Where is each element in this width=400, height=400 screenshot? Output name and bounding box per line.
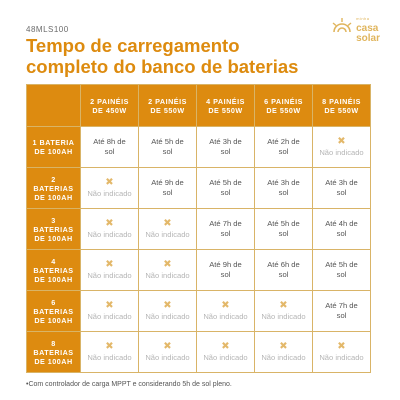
table-cell: Até 2h de sol (254, 126, 313, 168)
brand-wordmark: minha casa solar (356, 8, 380, 44)
not-indicated-label: Não indicado (87, 188, 132, 198)
table-cell: ✖ Não indicado (138, 290, 197, 332)
row-header: 4 BATERIAS DE 100AH (26, 249, 81, 291)
table-cell: ✖ Não indicado (138, 208, 197, 250)
table-cell: ✖ Não indicado (312, 331, 371, 373)
row-header: 8 BATERIAS DE 100AH (26, 331, 81, 373)
row-header: 2 BATERIAS DE 100AH (26, 167, 81, 209)
row-header: 3 BATERIAS DE 100AH (26, 208, 81, 250)
table-cell: ✖ Não indicado (312, 126, 371, 168)
table-cell: Até 4h de sol (312, 208, 371, 250)
row-header: 1 BATERIA DE 100AH (26, 126, 81, 168)
title-line-1: Tempo de carregamento (26, 35, 240, 56)
not-indicated-label: Não indicado (261, 352, 306, 362)
x-mark-icon: ✖ (163, 299, 172, 311)
table-row: 8 BATERIAS DE 100AH ✖ Não indicado ✖ Não indic… (26, 331, 371, 373)
table-row: 4 BATERIAS DE 100AH ✖ Não indicado ✖ Não indic… (26, 249, 371, 291)
x-mark-icon: ✖ (105, 299, 114, 311)
brand-small: minha (356, 16, 370, 21)
table-cell: Até 7h de sol (312, 290, 371, 332)
x-mark-icon: ✖ (337, 135, 346, 147)
not-indicated-label: Não indicado (203, 311, 248, 321)
table-cell: ✖ Não indicado (80, 290, 139, 332)
column-header: 2 PAINÉIS DE 550W (138, 84, 197, 127)
not-indicated-label: Não indicado (87, 311, 132, 321)
model-code: 48MLS100 (26, 25, 69, 34)
footnote: •Com controlador de carga MPPT e conside… (26, 381, 232, 388)
not-indicated-label: Não indicado (145, 270, 190, 280)
table-cell: ✖ Não indicado (80, 249, 139, 291)
page-title: Tempo de carregamento completo do banco … (26, 35, 386, 78)
x-mark-icon: ✖ (163, 340, 172, 352)
table-cell: ✖ Não indicado (138, 249, 197, 291)
table-row: 6 BATERIAS DE 100AH ✖ Não indicado ✖ Não indic… (26, 290, 371, 332)
not-indicated-label: Não indicado (319, 352, 364, 362)
title-line-2: completo do banco de baterias (26, 55, 299, 77)
x-mark-icon: ✖ (163, 258, 172, 270)
x-mark-icon: ✖ (163, 217, 172, 229)
not-indicated-label: Não indicado (319, 147, 364, 157)
table-cell: Até 9h de sol (196, 249, 255, 291)
table-row: 1 BATERIA DE 100AH Até 8h de sol Até 5h de so… (26, 126, 371, 168)
x-mark-icon: ✖ (105, 258, 114, 270)
table-cell: ✖ Não indicado (254, 290, 313, 332)
table-cell: Até 3h de sol (312, 167, 371, 209)
table-cell: Até 5h de sol (138, 126, 197, 168)
brand-solar: solar (356, 33, 380, 44)
not-indicated-label: Não indicado (87, 270, 132, 280)
x-mark-icon: ✖ (337, 340, 346, 352)
table-row: 2 BATERIAS DE 100AH ✖ Não indicado Até 9h de s… (26, 167, 371, 209)
not-indicated-label: Não indicado (261, 311, 306, 321)
table-cell: Até 3h de sol (254, 167, 313, 209)
table-corner (26, 84, 81, 127)
table-cell: ✖ Não indicado (138, 331, 197, 373)
table-cell: Até 7h de sol (196, 208, 255, 250)
charging-time-table: 2 PAINÉIS DE 450W 2 PAINÉIS DE 550W 4 PAIN… (26, 84, 371, 373)
table-header-row: 2 PAINÉIS DE 450W 2 PAINÉIS DE 550W 4 PAIN… (26, 84, 371, 127)
table-cell: ✖ Não indicado (80, 208, 139, 250)
table-cell: Até 3h de sol (196, 126, 255, 168)
x-mark-icon: ✖ (279, 299, 288, 311)
brand-logo: minha casa solar (330, 8, 380, 44)
sun-icon (332, 18, 352, 33)
x-mark-icon: ✖ (105, 217, 114, 229)
row-header: 6 BATERIAS DE 100AH (26, 290, 81, 332)
column-header: 2 PAINÉIS DE 450W (80, 84, 139, 127)
table-cell: ✖ Não indicado (196, 331, 255, 373)
not-indicated-label: Não indicado (87, 229, 132, 239)
not-indicated-label: Não indicado (145, 311, 190, 321)
column-header: 6 PAINÉIS DE 550W (254, 84, 313, 127)
x-mark-icon: ✖ (221, 299, 230, 311)
table-cell: Até 6h de sol (254, 249, 313, 291)
x-mark-icon: ✖ (105, 176, 114, 188)
x-mark-icon: ✖ (105, 340, 114, 352)
table-cell: Até 5h de sol (312, 249, 371, 291)
not-indicated-label: Não indicado (145, 229, 190, 239)
not-indicated-label: Não indicado (203, 352, 248, 362)
column-header: 8 PAINÉIS DE 550W (312, 84, 371, 127)
column-header: 4 PAINÉIS DE 550W (196, 84, 255, 127)
table-cell: ✖ Não indicado (196, 290, 255, 332)
not-indicated-label: Não indicado (145, 352, 190, 362)
x-mark-icon: ✖ (279, 340, 288, 352)
table-cell: Até 9h de sol (138, 167, 197, 209)
table-cell: ✖ Não indicado (80, 331, 139, 373)
brand-casa: casa (356, 23, 379, 34)
table-cell: Até 5h de sol (254, 208, 313, 250)
table-cell: Até 8h de sol (80, 126, 139, 168)
table-cell: ✖ Não indicado (254, 331, 313, 373)
table-cell: Até 5h de sol (196, 167, 255, 209)
not-indicated-label: Não indicado (87, 352, 132, 362)
x-mark-icon: ✖ (221, 340, 230, 352)
table-row: 3 BATERIAS DE 100AH ✖ Não indicado ✖ Não indic… (26, 208, 371, 250)
table-cell: ✖ Não indicado (80, 167, 139, 209)
